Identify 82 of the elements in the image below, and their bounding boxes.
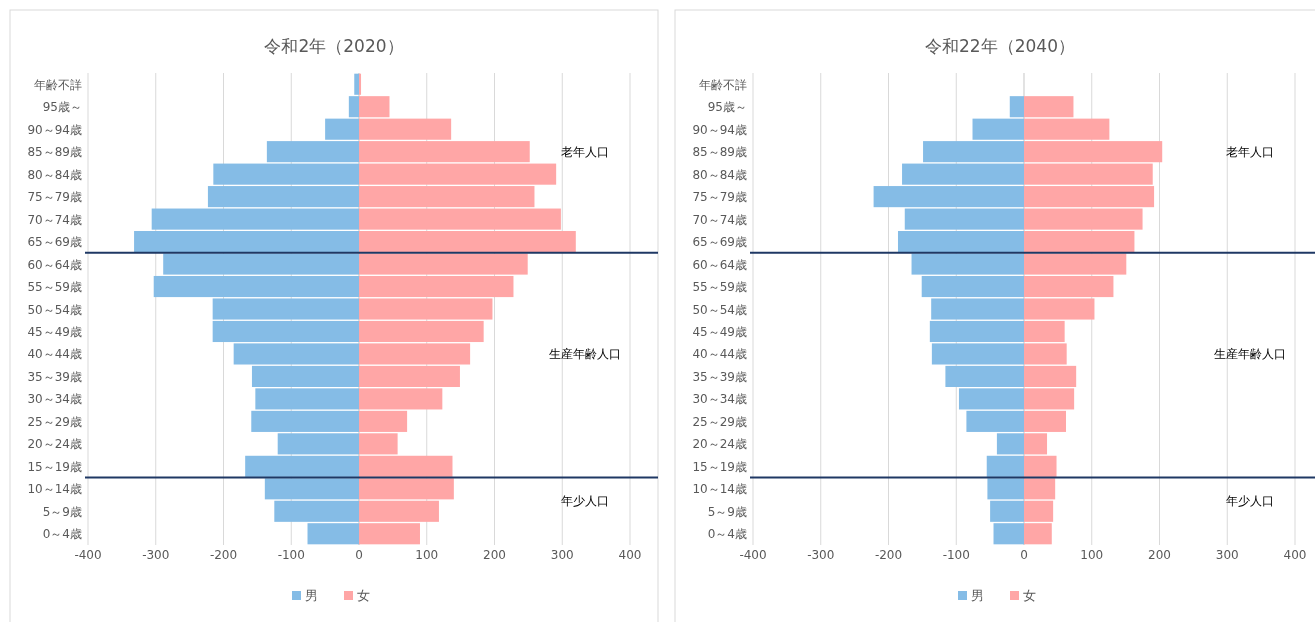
x-tick-label: 200: [483, 548, 506, 562]
y-tick-label: 10～14歳: [27, 482, 82, 497]
y-tick-label: 70～74歳: [27, 212, 82, 227]
y-tick-label: 90～94歳: [27, 122, 82, 137]
y-tick-label: 65～69歳: [27, 235, 82, 250]
y-tick-label: 35～39歳: [27, 369, 82, 384]
annotation: 老年人口: [561, 145, 609, 160]
y-tick-label: 30～34歳: [27, 392, 82, 407]
y-tick-label: 10～14歳: [692, 482, 747, 497]
bar: [987, 478, 1024, 500]
x-tick-label: -400: [74, 548, 102, 562]
bar: [1009, 96, 1024, 118]
x-tick-label: -300: [142, 548, 170, 562]
y-tick-label: 95歳～: [707, 100, 747, 115]
y-tick-label: 年齢不詳: [699, 77, 747, 92]
x-tick-label: 300: [550, 548, 574, 562]
y-tick-label: 25～29歳: [692, 414, 747, 429]
y-tick-label: 55～59歳: [692, 280, 747, 295]
y-tick-label: 60～64歳: [27, 257, 82, 272]
y-tick-label: 50～54歳: [27, 302, 82, 317]
x-tick-label: -200: [209, 548, 238, 562]
bar: [1024, 96, 1074, 118]
y-tick-label: 45～49歳: [27, 324, 82, 339]
x-tick-label: -100: [942, 548, 970, 562]
y-tick-label: 40～44歳: [27, 347, 82, 362]
y-tick-label: 80～84歳: [692, 167, 747, 182]
bar: [264, 478, 359, 500]
x-tick-label: -100: [277, 548, 305, 562]
y-tick-label: 50～54歳: [692, 302, 747, 317]
y-tick-label: 55～59歳: [27, 280, 82, 295]
bar: [359, 455, 453, 477]
y-tick-label: 45～49歳: [692, 324, 747, 339]
annotation: 生産年齢人口: [1214, 347, 1286, 362]
x-tick-label: 400: [618, 548, 642, 562]
chart-title: 令和22年（2040）: [925, 36, 1075, 56]
y-tick-label: 年齢不詳: [34, 77, 82, 92]
bar: [1024, 455, 1057, 477]
x-tick-label: -200: [874, 548, 903, 562]
bar: [245, 455, 359, 477]
legend-label: 女: [357, 588, 370, 603]
y-tick-label: 80～84歳: [27, 167, 82, 182]
y-tick-label: 85～89歳: [27, 145, 82, 160]
y-tick-label: 20～24歳: [27, 437, 82, 452]
y-tick-label: 5～9歳: [707, 504, 747, 519]
legend-label: 女: [1023, 588, 1036, 603]
y-tick-label: 85～89歳: [692, 145, 747, 160]
x-tick-label: 400: [1283, 548, 1307, 562]
bar: [1024, 478, 1056, 500]
x-tick-label: 300: [1215, 548, 1239, 562]
y-tick-label: 30～34歳: [692, 392, 747, 407]
y-tick-label: 5～9歳: [42, 504, 82, 519]
y-tick-label: 40～44歳: [692, 347, 747, 362]
y-tick-label: 65～69歳: [692, 235, 747, 250]
legend-label: 男: [305, 588, 318, 603]
annotation: 年少人口: [1226, 493, 1274, 508]
x-tick-label: 0: [1020, 548, 1028, 562]
y-tick-label: 0～4歳: [42, 527, 82, 542]
y-tick-label: 20～24歳: [692, 437, 747, 452]
x-tick-label: 0: [355, 548, 363, 562]
bar: [986, 455, 1024, 477]
annotation: 生産年齢人口: [549, 347, 621, 362]
x-tick-label: -300: [807, 548, 835, 562]
chart-title: 令和2年（2020）: [264, 36, 404, 56]
bar: [359, 478, 454, 500]
x-tick-label: 100: [1080, 548, 1104, 562]
y-tick-label: 90～94歳: [692, 122, 747, 137]
x-tick-label: 200: [1148, 548, 1171, 562]
legend-label: 男: [971, 588, 984, 603]
y-tick-label: 15～19歳: [692, 459, 747, 474]
x-tick-label: -400: [739, 548, 767, 562]
y-tick-label: 95歳～: [42, 100, 82, 115]
y-tick-label: 0～4歳: [707, 527, 747, 542]
y-tick-label: 75～79歳: [692, 190, 747, 205]
y-tick-label: 25～29歳: [27, 414, 82, 429]
x-tick-label: 100: [415, 548, 439, 562]
y-tick-label: 60～64歳: [692, 257, 747, 272]
y-tick-label: 35～39歳: [692, 369, 747, 384]
y-tick-label: 15～19歳: [27, 459, 82, 474]
y-tick-label: 70～74歳: [692, 212, 747, 227]
annotation: 年少人口: [561, 493, 609, 508]
y-tick-label: 75～79歳: [27, 190, 82, 205]
annotation: 老年人口: [1226, 145, 1274, 160]
